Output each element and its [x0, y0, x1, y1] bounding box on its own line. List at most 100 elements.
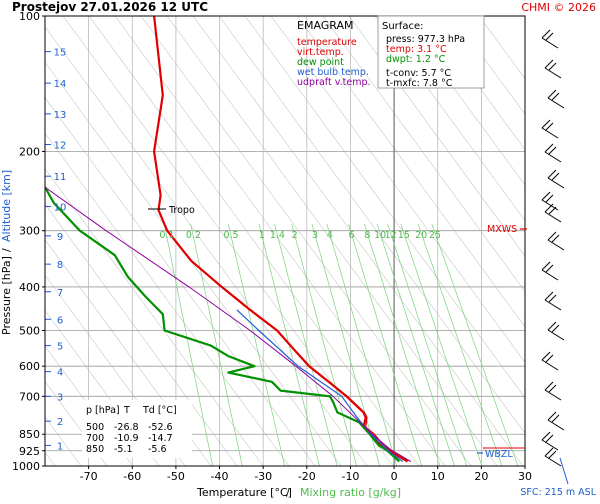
table-cell-p: 500 [86, 422, 104, 433]
pressure-tick-label: 600 [19, 360, 40, 373]
wind-barb-shaft [547, 329, 565, 341]
wind-barb-flag [544, 59, 554, 69]
wind-barb-shaft [544, 299, 562, 311]
legend-item-updraft: udpraft v.temp. [297, 77, 371, 88]
dry-adiabat-line [45, 239, 212, 466]
temperature-tick-label: -20 [298, 470, 316, 483]
credit-label: CHMI © 2026 [521, 1, 596, 14]
sfc-altitude-label: SFC: 215 m ASL [520, 487, 596, 498]
temperature-tick-label: 30 [518, 470, 532, 483]
wind-barb-flag [544, 381, 554, 391]
legend-item-dew-point: dew point [297, 57, 344, 68]
mixing-ratio-line [348, 223, 422, 466]
dry-adiabat-line [62, 16, 394, 466]
wind-barb-flag [541, 29, 551, 39]
altitude-tick-label: 11 [54, 172, 67, 183]
legend-title: EMAGRAM [297, 19, 354, 32]
wind-barb-shaft [541, 359, 559, 371]
surface-tconv: t-conv: 5.7 °C [386, 68, 451, 79]
surface-dwpt: dwpt: 1.2 °C [386, 54, 446, 65]
wind-barb-shaft [547, 419, 565, 431]
table-cell-p: 850 [86, 444, 104, 455]
wind-barb-shaft [541, 37, 559, 49]
dry-adiabat-line [452, 16, 525, 115]
dry-adiabat-line [45, 168, 264, 466]
wind-barb-flag [548, 384, 557, 393]
wind-barb-shaft [547, 97, 565, 109]
wind-barb-flag [551, 92, 560, 101]
wind-barb-shaft [544, 455, 562, 467]
mixing-ratio-line [417, 223, 503, 466]
wind-barb-flag [541, 119, 551, 129]
surface-tmxfc: t-mxfc: 7.8 °C [386, 78, 453, 89]
altitude-tick-label: 3 [57, 392, 63, 403]
wind-barb-flag [544, 291, 554, 301]
table-header-td: Td [°C] [142, 405, 177, 416]
mixing-ratio-tick-label: 12 [385, 230, 397, 241]
altitude-tick-label: 2 [57, 417, 63, 428]
wind-barb-shaft [541, 439, 559, 451]
temperature-tick-label: -70 [80, 470, 98, 483]
wind-barb-shaft [544, 67, 562, 79]
updraft-vtemp-line [45, 186, 411, 462]
wind-barb-flag [545, 264, 554, 273]
wind-barb-flag [551, 414, 560, 423]
altitude-tick-label: 14 [54, 79, 67, 90]
altitude-tick-label: 15 [54, 48, 67, 59]
wind-barb-flag [548, 294, 557, 303]
dry-adiabat-line [218, 16, 525, 434]
mixing-ratio-tick-label: 10 [374, 230, 386, 241]
mixing-ratio-line [376, 223, 455, 466]
altitude-tick-label: 6 [57, 315, 63, 326]
wind-barb-flag [544, 447, 554, 457]
pressure-tick-label: 500 [19, 325, 40, 338]
mixing-ratio-tick-label: 0.2 [186, 230, 201, 241]
wind-barb-flag [547, 321, 557, 331]
legend-box: EMAGRAM temperature virt.temp. dew point… [297, 19, 371, 88]
table-cell-td: -52.6 [148, 422, 173, 433]
sounding-series [45, 16, 412, 463]
wind-barb-shaft [544, 389, 562, 401]
mixing-ratio-tick-label: 4 [327, 230, 333, 241]
dry-adiabat-line [322, 16, 525, 292]
wind-barb-flag [541, 261, 551, 271]
wind-barb-flag [544, 143, 554, 153]
temperature-tick-label: 10 [431, 470, 445, 483]
surface-press: press: 977.3 hPa [386, 34, 465, 45]
wbzl-label: WBZL [485, 449, 513, 460]
dry-adiabat-line [192, 16, 524, 466]
altitude-tick-label: 7 [57, 288, 63, 299]
mixing-ratio-line [326, 223, 398, 466]
tropopause-label: Tropo [168, 205, 195, 216]
wind-barbs-column [541, 29, 569, 485]
wind-barb-flag [548, 146, 557, 155]
temperature-tick-label: -30 [254, 470, 272, 483]
dry-adiabat-line [45, 274, 186, 466]
dry-adiabat-line [88, 16, 420, 466]
wind-barb-flag [547, 89, 557, 99]
wind-barb-flag [541, 431, 551, 441]
y-axis-title: Pressure [hPa] / Altitude [km] [0, 170, 13, 335]
mixing-ratio-lines [163, 223, 519, 466]
altitude-tick-label: 12 [54, 141, 67, 152]
wind-barb-shaft [544, 211, 562, 223]
wet-bulb-line [236, 309, 404, 462]
table-cell-t: -10.9 [114, 433, 139, 444]
y-axis-title-separator: / [0, 248, 13, 252]
mixing-ratio-line [311, 223, 381, 466]
mixing-ratio-line [387, 223, 468, 466]
legend-item-wet-bulb: wet bulb temp. [297, 67, 369, 78]
legend-item-virt-temp: virt.temp. [297, 47, 344, 58]
level-table-bg [82, 400, 192, 458]
temperature-tick-label: 20 [474, 470, 488, 483]
mixing-ratio-line [431, 223, 519, 466]
wind-barb-shaft [547, 177, 565, 189]
wind-barb-flag [545, 122, 554, 131]
dry-adiabat-line [374, 16, 525, 222]
mixing-ratio-tick-label: 0.1 [159, 230, 174, 241]
table-cell-td: -14.7 [148, 433, 173, 444]
dry-adiabat-line [140, 16, 472, 466]
mixing-ratio-tick-label: 25 [429, 230, 441, 241]
